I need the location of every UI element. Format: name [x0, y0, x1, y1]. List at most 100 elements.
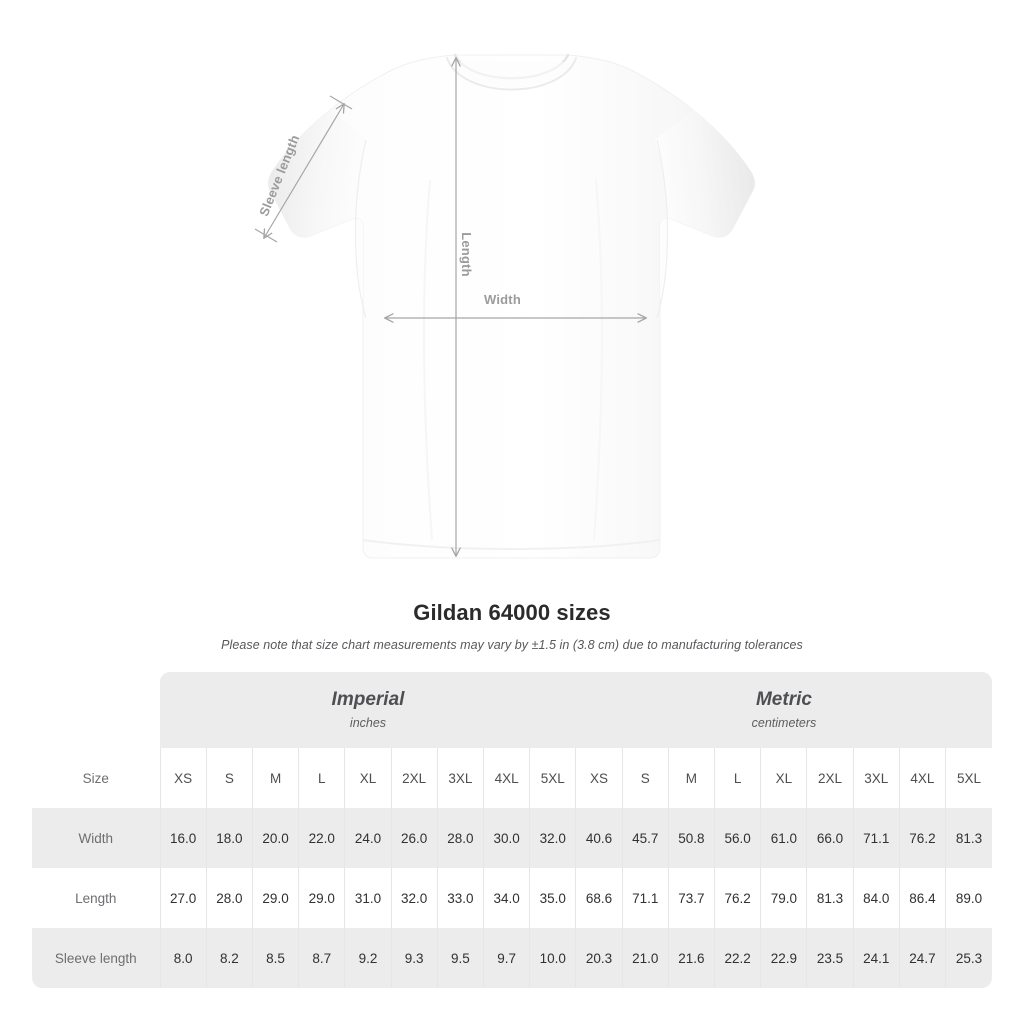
size-header-imperial-l: L	[298, 748, 345, 808]
cell-sleeve-metric-xs: 20.3	[575, 928, 623, 988]
size-header-metric-xs: XS	[575, 748, 623, 808]
cell-sleeve-imperial-2xl: 9.3	[390, 928, 438, 988]
cell-length-imperial-l: 29.0	[298, 868, 345, 928]
size-header-imperial-xl: XL	[344, 748, 392, 808]
cell-length-metric-5xl: 89.0	[945, 868, 992, 928]
cell-length-imperial-m: 29.0	[251, 868, 299, 928]
cell-sleeve-metric-3xl: 24.1	[852, 928, 900, 988]
cell-length-imperial-s: 28.0	[205, 868, 253, 928]
unit-banner-spacer	[32, 672, 161, 748]
size-header-metric-xl: XL	[760, 748, 807, 808]
size-header-row: Size XS S M L XL 2XL 3XL 4XL 5XL XS S M …	[32, 748, 992, 808]
size-header-metric-4xl: 4XL	[898, 748, 946, 808]
cell-length-imperial-4xl: 34.0	[482, 868, 530, 928]
cell-sleeve-imperial-s: 8.2	[205, 928, 253, 988]
row-label-width: Width	[32, 808, 161, 868]
page-title: Gildan 64000 sizes	[413, 600, 611, 625]
cell-sleeve-imperial-xl: 9.2	[344, 928, 392, 988]
cell-length-metric-s: 71.1	[621, 868, 669, 928]
cell-width-imperial-s: 18.0	[205, 808, 253, 868]
size-header-imperial-3xl: 3XL	[436, 748, 484, 808]
size-header-imperial-s: S	[205, 748, 253, 808]
tshirt-illustration: Sleeve length Length Width	[254, 53, 755, 559]
size-header-imperial-xs: XS	[159, 748, 207, 808]
cell-width-metric-4xl: 76.2	[898, 808, 946, 868]
cell-width-metric-xl: 61.0	[760, 808, 807, 868]
cell-sleeve-metric-l: 22.2	[714, 928, 761, 988]
cell-width-imperial-2xl: 26.0	[390, 808, 438, 868]
cell-sleeve-imperial-3xl: 9.5	[436, 928, 484, 988]
cell-sleeve-metric-s: 21.0	[621, 928, 669, 988]
size-header-imperial-4xl: 4XL	[482, 748, 530, 808]
cell-length-metric-4xl: 86.4	[898, 868, 946, 928]
unit-banner-row: Imperial inches Metric centimeters	[32, 672, 992, 748]
cell-width-metric-2xl: 66.0	[806, 808, 854, 868]
sleeve-tick-top	[329, 95, 353, 110]
cell-length-metric-l: 76.2	[714, 868, 761, 928]
cell-width-imperial-4xl: 30.0	[482, 808, 530, 868]
cell-sleeve-imperial-5xl: 10.0	[529, 928, 576, 988]
cell-length-imperial-xs: 27.0	[159, 868, 207, 928]
size-header-imperial-5xl: 5XL	[529, 748, 576, 808]
cell-width-imperial-m: 20.0	[251, 808, 299, 868]
cell-width-metric-xs: 40.6	[575, 808, 623, 868]
cell-length-imperial-2xl: 32.0	[390, 868, 438, 928]
cell-width-imperial-xs: 16.0	[159, 808, 207, 868]
cell-width-imperial-l: 22.0	[298, 808, 345, 868]
cell-length-metric-2xl: 81.3	[806, 868, 854, 928]
cell-length-imperial-5xl: 35.0	[529, 868, 576, 928]
unit-banner-imperial: Imperial inches	[160, 672, 576, 748]
size-header-metric-5xl: 5XL	[945, 748, 992, 808]
unit-banner-metric: Metric centimeters	[575, 672, 992, 748]
cell-length-metric-3xl: 84.0	[852, 868, 900, 928]
width-label: Width	[484, 292, 521, 307]
size-header-imperial-2xl: 2XL	[390, 748, 438, 808]
cell-sleeve-metric-5xl: 25.3	[945, 928, 992, 988]
size-header-label: Size	[32, 748, 161, 808]
row-label-sleeve-length: Sleeve length	[32, 928, 161, 988]
unit-sub-imperial: inches	[349, 715, 387, 730]
size-header-imperial-m: M	[251, 748, 299, 808]
unit-name-imperial: Imperial	[331, 689, 405, 711]
unit-name-metric: Metric	[755, 689, 812, 711]
measurement-guides	[254, 58, 646, 556]
row-label-length: Length	[32, 868, 161, 928]
cell-width-metric-5xl: 81.3	[945, 808, 992, 868]
cell-sleeve-imperial-xs: 8.0	[159, 928, 207, 988]
cell-sleeve-metric-4xl: 24.7	[898, 928, 946, 988]
cell-sleeve-metric-xl: 22.9	[760, 928, 807, 988]
cell-sleeve-metric-m: 21.6	[667, 928, 715, 988]
cell-length-metric-xl: 79.0	[760, 868, 807, 928]
cell-length-metric-xs: 68.6	[575, 868, 623, 928]
cell-sleeve-imperial-m: 8.5	[251, 928, 299, 988]
cell-sleeve-imperial-l: 8.7	[298, 928, 345, 988]
size-table-container: Imperial inches Metric centimeters Size …	[32, 672, 992, 988]
size-header-metric-2xl: 2XL	[806, 748, 854, 808]
cell-width-imperial-xl: 24.0	[344, 808, 392, 868]
cell-sleeve-metric-2xl: 23.5	[806, 928, 854, 988]
table-row: Width 16.0 18.0 20.0 22.0 24.0 26.0 28.0…	[32, 808, 992, 868]
cell-width-metric-3xl: 71.1	[852, 808, 900, 868]
sleeve-tick-bottom	[254, 228, 278, 243]
cell-width-imperial-3xl: 28.0	[436, 808, 484, 868]
cell-length-imperial-3xl: 33.0	[436, 868, 484, 928]
size-table: Imperial inches Metric centimeters Size …	[32, 672, 992, 988]
size-header-metric-l: L	[714, 748, 761, 808]
sleeve-arrow	[264, 104, 344, 238]
cell-length-imperial-xl: 31.0	[344, 868, 392, 928]
tolerance-note: Please note that size chart measurements…	[221, 638, 803, 652]
cell-width-imperial-5xl: 32.0	[529, 808, 576, 868]
size-header-metric-s: S	[621, 748, 669, 808]
chart-heading: Gildan 64000 sizes Please note that size…	[0, 600, 1024, 652]
cell-width-metric-s: 45.7	[621, 808, 669, 868]
unit-sub-metric: centimeters	[751, 715, 817, 730]
table-row: Sleeve length 8.0 8.2 8.5 8.7 9.2 9.3 9.…	[32, 928, 992, 988]
cell-length-metric-m: 73.7	[667, 868, 715, 928]
cell-sleeve-imperial-4xl: 9.7	[482, 928, 530, 988]
length-label: Length	[458, 232, 474, 277]
size-header-metric-3xl: 3XL	[852, 748, 900, 808]
cell-width-metric-m: 50.8	[667, 808, 715, 868]
tshirt-svg	[254, 53, 755, 559]
size-header-metric-m: M	[667, 748, 715, 808]
